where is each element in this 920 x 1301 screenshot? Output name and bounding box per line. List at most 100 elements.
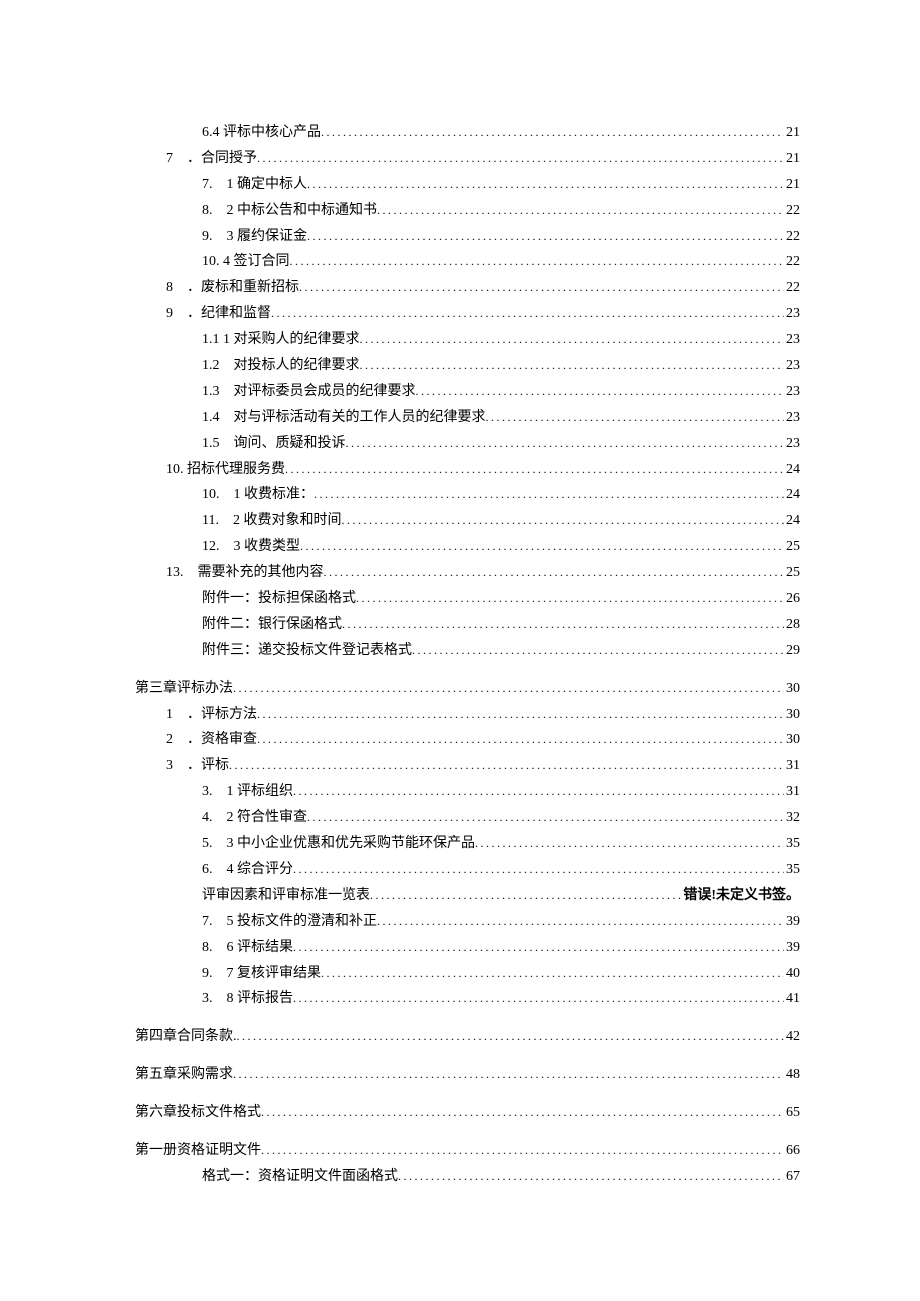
toc-entry: 第三章评标办法30	[135, 676, 800, 702]
toc-entry-label: 9. 7 复核评审结果	[202, 961, 321, 987]
toc-entry-page: 23	[784, 431, 800, 457]
toc-leader-dots	[356, 587, 784, 609]
toc-entry: 1 ．评标方法 30	[135, 702, 800, 728]
toc-entry: 9 ．纪律和监督 23	[135, 301, 800, 327]
toc-leader-dots	[229, 754, 784, 776]
toc-entry: 12. 3 收费类型25	[135, 534, 800, 560]
toc-entry-label: 3. 1 评标组织	[202, 779, 293, 805]
toc-leader-dots	[271, 302, 784, 324]
toc-entry-label: 2 ．资格审查	[166, 727, 257, 753]
toc-entry-page: 29	[784, 638, 800, 664]
toc-entry-page: 26	[784, 586, 800, 612]
toc-entry-page: 22	[784, 275, 800, 301]
toc-entry: 第六章投标文件格式65	[135, 1100, 800, 1126]
toc-entry-label: 附件二：银行保函格式	[202, 612, 342, 638]
toc-entry-label: 8. 2 中标公告和中标通知书	[202, 198, 377, 224]
toc-entry-page: 23	[784, 353, 800, 379]
toc-leader-dots	[285, 458, 784, 480]
toc-entry: 附件二：银行保函格式28	[135, 612, 800, 638]
toc-entry-label: 13. 需要补充的其他内容	[166, 560, 324, 586]
toc-entry-page: 23	[784, 301, 800, 327]
toc-entry-page: 21	[784, 146, 800, 172]
toc-entry-page: 65	[784, 1100, 800, 1126]
toc-entry: 6.4 评标中核心产品21	[135, 120, 800, 146]
toc-entry-page: 21	[784, 172, 800, 198]
toc-entry: 附件三：递交投标文件登记表格式 29	[135, 638, 800, 664]
toc-leader-dots	[370, 884, 681, 906]
toc-leader-dots	[261, 1101, 784, 1123]
toc-leader-dots	[324, 561, 785, 583]
toc-entry-page: 35	[784, 857, 800, 883]
toc-leader-dots	[314, 483, 784, 505]
toc-entry-page: 22	[784, 198, 800, 224]
toc-entry: 13. 需要补充的其他内容25	[135, 560, 800, 586]
toc-entry-page: 30	[784, 702, 800, 728]
toc-entry-error: 错误!未定义书签。	[681, 883, 800, 909]
toc-entry: 3. 8 评标报告41	[135, 986, 800, 1012]
toc-entry-label: 1.1 1 对采购人的纪律要求	[202, 327, 360, 353]
toc-entry-label: 10. 4 签订合同	[202, 249, 290, 275]
toc-entry-page: 30	[784, 727, 800, 753]
toc-entry-label: 附件一：投标担保函格式	[202, 586, 356, 612]
toc-leader-dots	[293, 858, 784, 880]
toc-leader-dots	[300, 535, 784, 557]
toc-entry-label: 第三章评标办法	[135, 676, 233, 702]
toc-entry: 8. 6 评标结果39	[135, 935, 800, 961]
toc-leader-dots	[233, 1063, 784, 1085]
toc-entry-page: 35	[784, 831, 800, 857]
toc-entry: 1.3 对评标委员会成员的纪律要求23	[135, 379, 800, 405]
toc-leader-dots	[257, 728, 784, 750]
toc-leader-dots	[398, 1165, 784, 1187]
toc-entry-page: 32	[784, 805, 800, 831]
toc-entry-label: 第四章合同条款.	[135, 1024, 237, 1050]
toc-entry: 格式一：资格证明文件面函格式67	[135, 1164, 800, 1190]
toc-leader-dots	[377, 910, 784, 932]
toc-entry: 8 ．废标和重新招标22	[135, 275, 800, 301]
toc-entry-page: 39	[784, 935, 800, 961]
toc-entry: 第五章采购需求48	[135, 1062, 800, 1088]
toc-entry-label: 1.2 对投标人的纪律要求	[202, 353, 360, 379]
toc-leader-dots	[293, 936, 784, 958]
toc-entry: 11. 2 收费对象和时间 24	[135, 508, 800, 534]
toc-leader-dots	[341, 509, 784, 531]
toc-entry: 3 ．评标31	[135, 753, 800, 779]
toc-leader-dots	[342, 613, 784, 635]
toc-entry-page: 41	[784, 986, 800, 1012]
toc-entry-label: 第一册资格证明文件	[135, 1138, 261, 1164]
toc-leader-dots	[257, 703, 784, 725]
toc-entry-label: 1.5 询问、质疑和投诉	[202, 431, 346, 457]
toc-entry-page: 48	[784, 1062, 800, 1088]
toc-entry-label: 1.4 对与评标活动有关的工作人员的纪律要求	[202, 405, 486, 431]
toc-entry: 7 ．合同授予21	[135, 146, 800, 172]
toc-leader-dots	[237, 1025, 785, 1047]
toc-entry: 10. 招标代理服务费24	[135, 457, 800, 483]
toc-entry-label: 格式一：资格证明文件面函格式	[202, 1164, 398, 1190]
toc-entry-label: 7. 5 投标文件的澄清和补正	[202, 909, 377, 935]
toc-entry: 6. 4 综合评分35	[135, 857, 800, 883]
toc-entry-page: 24	[784, 482, 800, 508]
toc-entry: 10. 1 收费标准： 24	[135, 482, 800, 508]
toc-leader-dots	[416, 380, 785, 402]
toc-entry-label: 评审因素和评审标准一览表	[202, 883, 370, 909]
toc-entry: 3. 1 评标组织 31	[135, 779, 800, 805]
toc-entry-label: 9 ．纪律和监督	[166, 301, 271, 327]
toc-entry-label: 6.4 评标中核心产品	[202, 120, 321, 146]
toc-entry-label: 附件三：递交投标文件登记表格式	[202, 638, 412, 664]
toc-leader-dots	[360, 354, 785, 376]
toc-entry-page: 66	[784, 1138, 800, 1164]
toc-leader-dots	[321, 962, 784, 984]
toc-leader-dots	[293, 987, 784, 1009]
toc-leader-dots	[307, 173, 784, 195]
toc-entry-page: 31	[784, 779, 800, 805]
toc-entry-page: 23	[784, 405, 800, 431]
toc-entry-label: 1 ．评标方法	[166, 702, 257, 728]
toc-entry-page: 22	[784, 249, 800, 275]
table-of-contents: 6.4 评标中核心产品217 ．合同授予217. 1 确定中标人218. 2 中…	[135, 120, 800, 1190]
toc-entry: 1.1 1 对采购人的纪律要求23	[135, 327, 800, 353]
toc-entry: 评审因素和评审标准一览表 错误!未定义书签。	[135, 883, 800, 909]
toc-entry-page: 24	[784, 508, 800, 534]
toc-entry-label: 10. 1 收费标准：	[202, 482, 314, 508]
toc-entry-label: 4. 2 符合性审查	[202, 805, 307, 831]
toc-entry-label: 11. 2 收费对象和时间	[202, 508, 341, 534]
toc-entry: 5. 3 中小企业优惠和优先采购节能环保产品35	[135, 831, 800, 857]
